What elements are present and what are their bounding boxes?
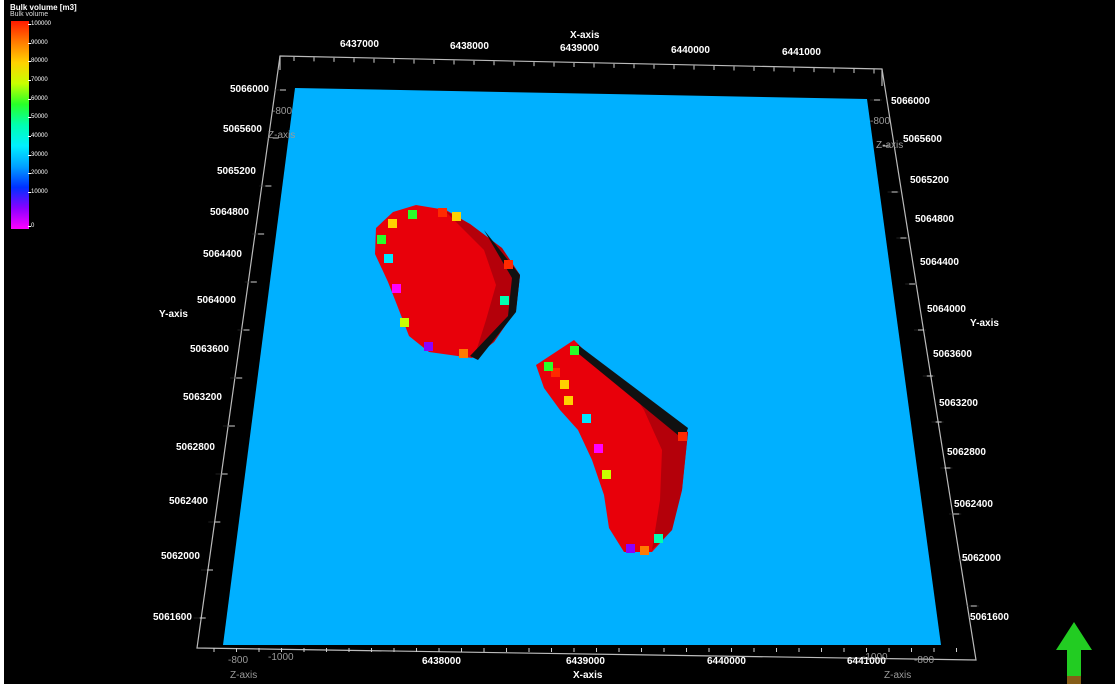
z-tick-bottom: -800 bbox=[914, 655, 935, 666]
y-axis-title-right: Y-axis bbox=[970, 318, 999, 329]
y-tick-left: 5065600 bbox=[223, 124, 262, 135]
bounding-box bbox=[196, 55, 977, 661]
legend-tick: 70000 bbox=[28, 77, 48, 83]
y-axis-title-left: Y-axis bbox=[159, 309, 188, 320]
y-tick-right: 5064800 bbox=[915, 214, 954, 225]
y-tick-left: 5063600 bbox=[190, 344, 229, 355]
legend-tick: 100000 bbox=[27, 21, 52, 27]
y-tick-left: 5061600 bbox=[153, 612, 192, 623]
x-tick-bottom: 6438000 bbox=[422, 656, 461, 667]
x-tick-bottom: 6441000 bbox=[847, 656, 886, 667]
color-legend: Bulk volume [m3] Bulk volume 100000 9000… bbox=[10, 3, 77, 233]
scene-canvas[interactable] bbox=[4, 0, 1115, 684]
3d-viewport[interactable]: X-axis X-axis Y-axis Y-axis Z-axis Z-axi… bbox=[4, 0, 1115, 684]
y-tick-right: 5063200 bbox=[939, 398, 978, 409]
y-tick-left: 5063200 bbox=[183, 392, 222, 403]
y-tick-right: 5062400 bbox=[954, 499, 993, 510]
y-tick-right: 5062800 bbox=[947, 447, 986, 458]
z-tick-bottom: -800 bbox=[228, 655, 249, 666]
x-tick-top: 6437000 bbox=[340, 39, 379, 50]
legend-tick: 50000 bbox=[28, 114, 48, 120]
x-tick-top: 6439000 bbox=[560, 43, 599, 54]
legend-tick: 0 bbox=[27, 223, 35, 229]
z-tick-bottom: -1000 bbox=[862, 652, 888, 663]
y-tick-left: 5064000 bbox=[197, 295, 236, 306]
z-tick-bottom: -1000 bbox=[268, 652, 294, 663]
z-axis-title-top-left: Z-axis bbox=[268, 130, 296, 141]
y-tick-left: 5062000 bbox=[161, 551, 200, 562]
y-tick-right: 5066000 bbox=[891, 96, 930, 107]
z-axis-title-bottom-right: Z-axis bbox=[884, 670, 912, 681]
legend-tick: 90000 bbox=[28, 40, 48, 46]
legend-tick: 10000 bbox=[28, 189, 48, 195]
legend-tick: 60000 bbox=[28, 96, 48, 102]
x-axis-title-top: X-axis bbox=[570, 30, 600, 41]
y-tick-right: 5063600 bbox=[933, 349, 972, 360]
legend-title: Bulk volume [m3] bbox=[10, 3, 77, 12]
legend-tick: 80000 bbox=[28, 58, 48, 64]
z-tick-top-left: -800 bbox=[272, 106, 293, 117]
y-tick-right: 5062000 bbox=[962, 553, 1001, 564]
y-tick-left: 5064800 bbox=[210, 207, 249, 218]
southern-body bbox=[536, 340, 688, 555]
x-tick-bottom: 6439000 bbox=[566, 656, 605, 667]
y-tick-right: 5061600 bbox=[970, 612, 1009, 623]
y-tick-right: 5064400 bbox=[920, 257, 959, 268]
x-tick-top: 6441000 bbox=[782, 47, 821, 58]
z-axis-title-top-right: Z-axis bbox=[876, 140, 904, 151]
legend-tick: 20000 bbox=[28, 170, 48, 176]
y-tick-left: 5062800 bbox=[176, 442, 215, 453]
y-tick-right: 5064000 bbox=[927, 304, 966, 315]
legend-subtitle: Bulk volume bbox=[10, 11, 49, 18]
x-axis-title-bottom: X-axis bbox=[573, 670, 603, 681]
north-arrow-icon[interactable] bbox=[1054, 620, 1094, 684]
y-tick-left: 5064400 bbox=[203, 249, 242, 260]
legend-color-bar bbox=[11, 21, 29, 229]
y-tick-left: 5065200 bbox=[217, 166, 256, 177]
x-tick-bottom: 6440000 bbox=[707, 656, 746, 667]
x-tick-top: 6438000 bbox=[450, 41, 489, 52]
z-axis-title-bottom-left: Z-axis bbox=[230, 670, 258, 681]
legend-tick: 30000 bbox=[28, 152, 48, 158]
x-tick-top: 6440000 bbox=[671, 45, 710, 56]
axis-ticks bbox=[199, 57, 977, 652]
y-tick-left: 5062400 bbox=[169, 496, 208, 507]
y-tick-left: 5066000 bbox=[230, 84, 269, 95]
legend-tick: 40000 bbox=[28, 133, 48, 139]
y-tick-right: 5065200 bbox=[910, 175, 949, 186]
y-tick-right: 5065600 bbox=[903, 134, 942, 145]
z-tick-top-right: -800 bbox=[870, 116, 891, 127]
northern-body bbox=[375, 205, 520, 360]
